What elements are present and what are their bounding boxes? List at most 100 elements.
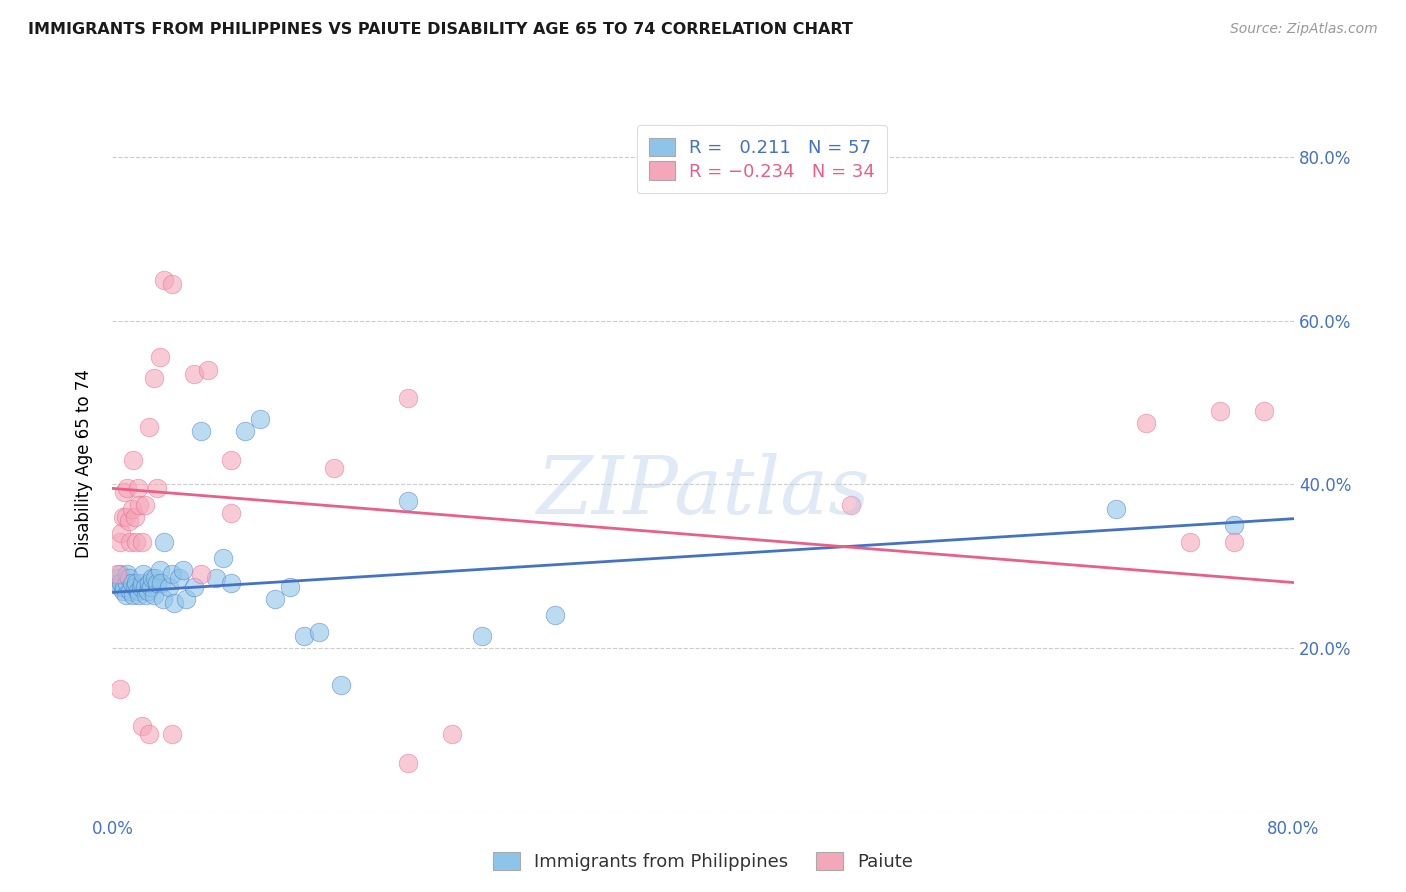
Point: [197, 362, 219, 376]
Point: [124, 510, 146, 524]
Point: [190, 567, 212, 582]
Point: [122, 452, 145, 467]
Point: [117, 482, 138, 496]
Point: [117, 575, 138, 590]
Point: [441, 727, 464, 741]
Legend: Immigrants from Philippines, Paiute: Immigrants from Philippines, Paiute: [485, 845, 921, 879]
Point: [146, 575, 169, 590]
Point: [132, 567, 155, 582]
Point: [131, 575, 153, 590]
Point: [163, 596, 186, 610]
Point: [839, 498, 862, 512]
Text: IMMIGRANTS FROM PHILIPPINES VS PAIUTE DISABILITY AGE 65 TO 74 CORRELATION CHART: IMMIGRANTS FROM PHILIPPINES VS PAIUTE DI…: [28, 22, 853, 37]
Point: [141, 571, 163, 585]
Point: [110, 526, 132, 541]
Point: [1105, 501, 1128, 516]
Legend: R =   0.211   N = 57, R = −0.234   N = 34: R = 0.211 N = 57, R = −0.234 N = 34: [637, 125, 887, 194]
Point: [1223, 534, 1246, 549]
Point: [111, 510, 134, 524]
Point: [112, 580, 135, 594]
Point: [138, 727, 160, 741]
Point: [114, 588, 136, 602]
Point: [108, 580, 131, 594]
Point: [134, 580, 156, 594]
Point: [134, 498, 156, 512]
Point: [212, 551, 235, 566]
Point: [160, 277, 183, 291]
Point: [160, 567, 183, 582]
Point: [219, 452, 242, 467]
Point: [112, 485, 135, 500]
Point: [308, 624, 330, 639]
Point: [125, 534, 148, 549]
Point: [323, 461, 346, 475]
Point: [127, 583, 149, 598]
Point: [149, 351, 172, 365]
Point: [111, 583, 134, 598]
Point: [396, 493, 419, 508]
Point: [146, 482, 169, 496]
Point: [249, 412, 271, 426]
Point: [120, 583, 142, 598]
Point: [292, 629, 315, 643]
Point: [110, 575, 132, 590]
Point: [120, 534, 142, 549]
Point: [172, 563, 194, 577]
Point: [152, 591, 174, 606]
Point: [135, 588, 157, 602]
Point: [136, 583, 159, 598]
Text: Source: ZipAtlas.com: Source: ZipAtlas.com: [1230, 22, 1378, 37]
Y-axis label: Disability Age 65 to 74: Disability Age 65 to 74: [75, 369, 93, 558]
Point: [1208, 403, 1232, 417]
Point: [219, 506, 242, 520]
Point: [150, 575, 173, 590]
Point: [108, 567, 131, 582]
Point: [118, 514, 141, 528]
Point: [131, 719, 153, 733]
Point: [157, 580, 180, 594]
Point: [131, 534, 153, 549]
Point: [1253, 403, 1275, 417]
Point: [264, 591, 287, 606]
Point: [396, 392, 419, 406]
Point: [149, 563, 172, 577]
Point: [138, 420, 160, 434]
Point: [219, 575, 242, 590]
Point: [174, 591, 197, 606]
Point: [233, 424, 256, 438]
Point: [470, 629, 494, 643]
Point: [118, 571, 141, 585]
Point: [121, 575, 143, 590]
Point: [128, 498, 150, 512]
Point: [117, 567, 138, 582]
Point: [183, 367, 205, 381]
Point: [153, 273, 176, 287]
Point: [544, 608, 567, 623]
Point: [190, 424, 212, 438]
Point: [124, 580, 146, 594]
Point: [330, 678, 353, 692]
Point: [160, 727, 183, 741]
Point: [125, 575, 148, 590]
Point: [128, 588, 150, 602]
Point: [153, 534, 176, 549]
Point: [127, 482, 149, 496]
Point: [139, 580, 162, 594]
Point: [167, 571, 190, 585]
Point: [129, 580, 152, 594]
Point: [138, 575, 160, 590]
Point: [396, 756, 419, 770]
Point: [143, 571, 166, 585]
Point: [105, 575, 128, 590]
Point: [142, 588, 165, 602]
Point: [278, 580, 301, 594]
Point: [122, 588, 145, 602]
Point: [1178, 534, 1201, 549]
Point: [1223, 518, 1246, 533]
Point: [105, 567, 128, 582]
Point: [183, 580, 205, 594]
Point: [1135, 416, 1157, 430]
Point: [108, 534, 131, 549]
Point: [108, 681, 131, 696]
Point: [205, 571, 228, 585]
